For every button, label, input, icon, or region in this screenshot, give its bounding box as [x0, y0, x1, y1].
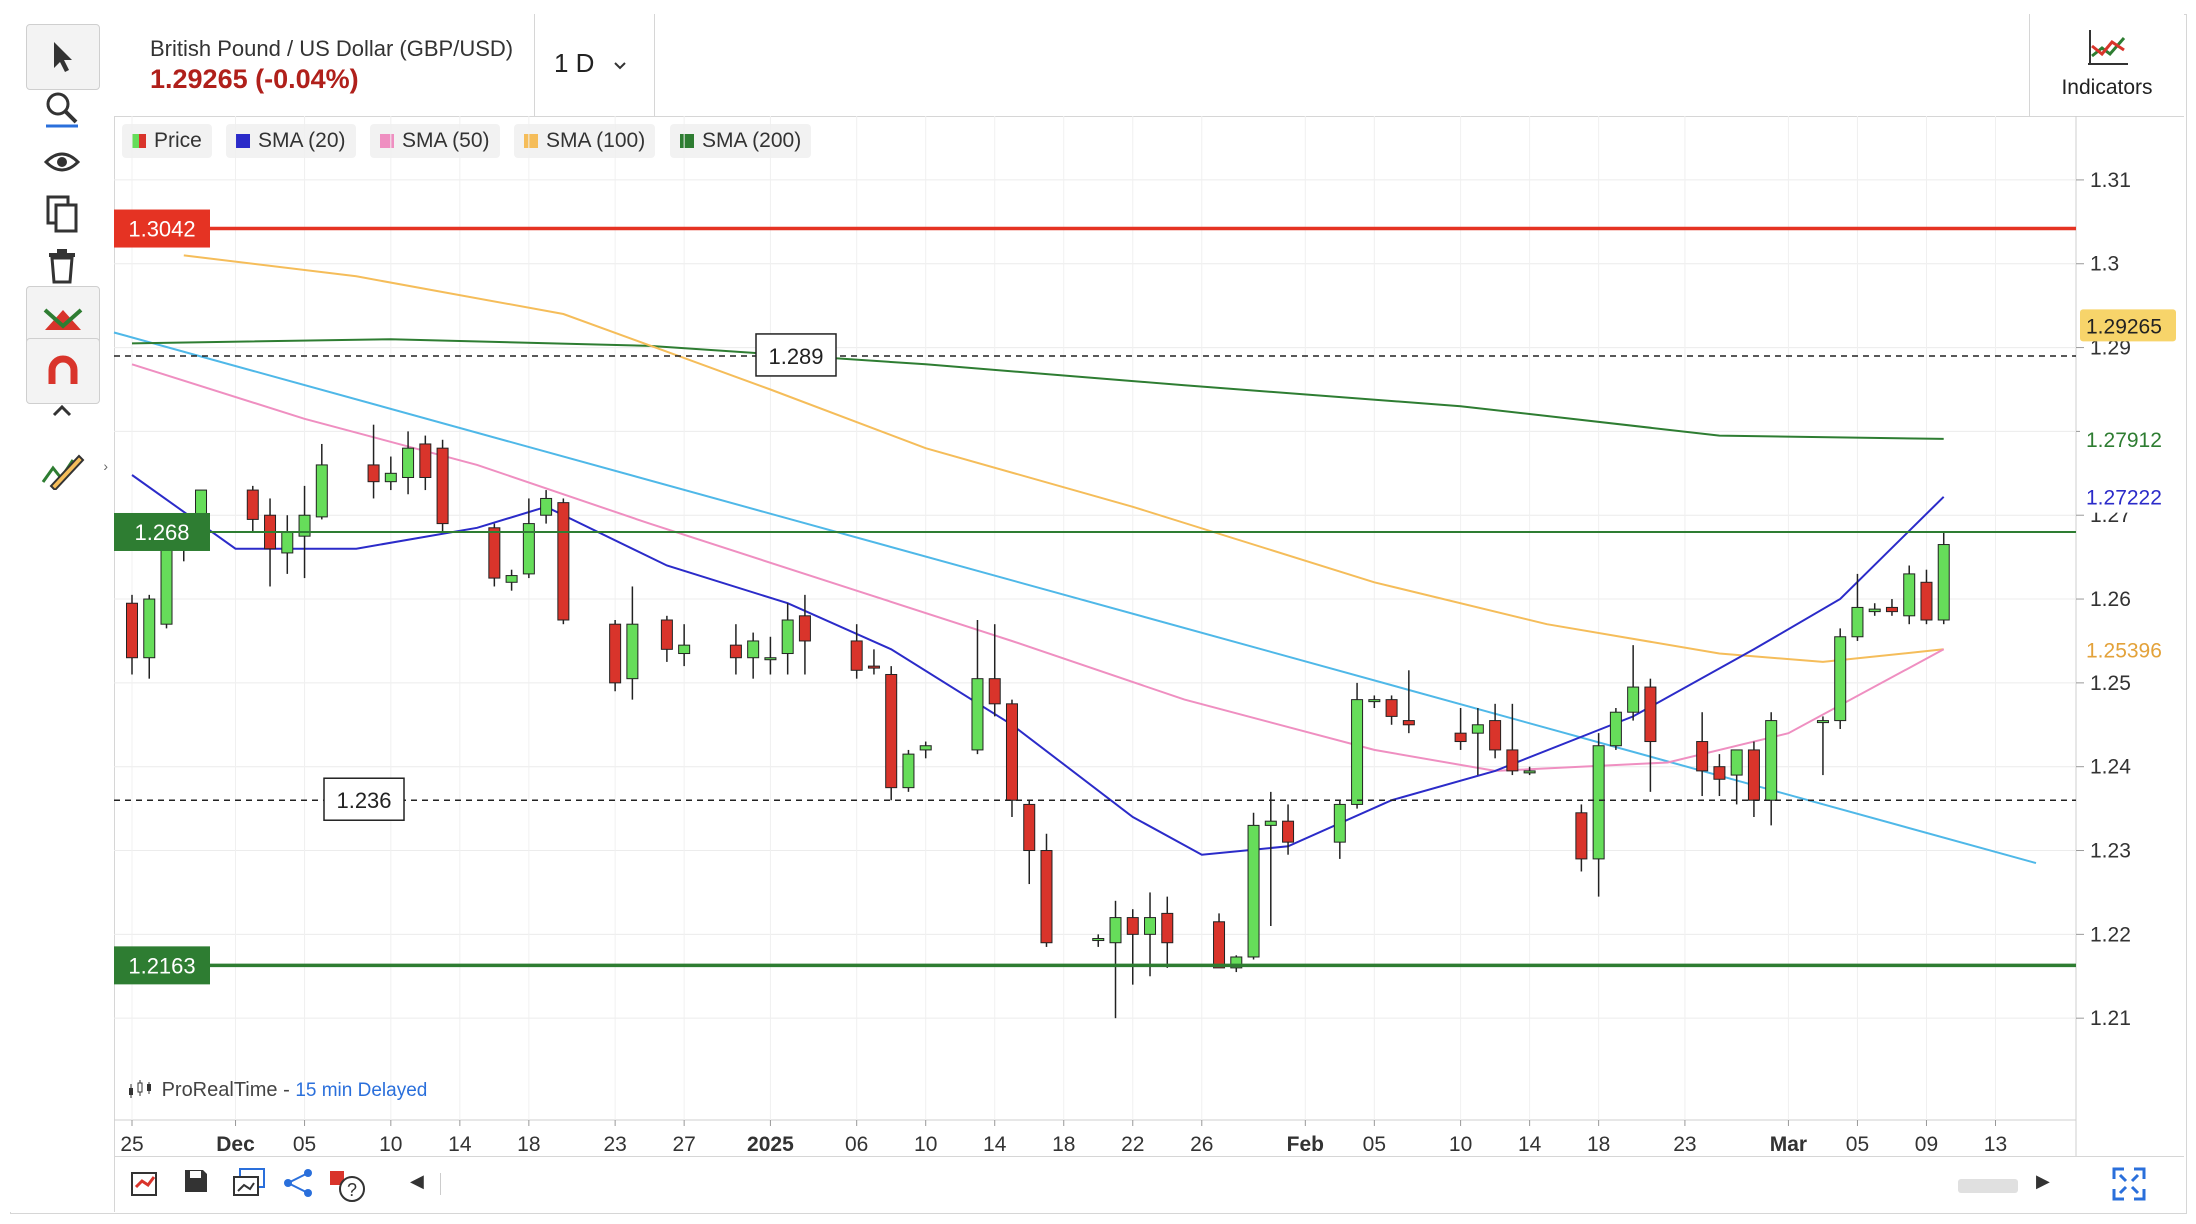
magnet-icon[interactable]	[26, 338, 100, 404]
save-icon[interactable]	[182, 1167, 210, 1203]
scroll-left-icon[interactable]: ◀	[410, 1171, 424, 1191]
indicators-button[interactable]: Indicators	[2029, 14, 2184, 116]
indicators-label: Indicators	[2061, 76, 2153, 99]
legend-sma-50[interactable]: SMA (50)	[370, 124, 500, 158]
price-change: 1.29265 (-0.04%)	[150, 64, 359, 94]
help-icon[interactable]: ?	[328, 1167, 368, 1211]
copy-icon[interactable]	[26, 182, 98, 246]
watermark: ProRealTime - 15 min Delayed	[126, 1078, 427, 1102]
bottom-toolbar: ? ◀ ▶	[114, 1156, 2184, 1213]
timeframe-label: 1 D	[554, 48, 595, 78]
legend-label: Price	[154, 129, 202, 152]
timeframe-selector[interactable]: 1 D	[554, 48, 628, 79]
legend-label: SMA (50)	[402, 129, 490, 152]
svg-text:?: ?	[347, 1180, 357, 1200]
chart-header: British Pound / US Dollar (GBP/USD) 1.29…	[114, 14, 2184, 117]
sma200-swatch-icon	[680, 134, 694, 148]
chart-frame	[10, 14, 2187, 1214]
share-icon[interactable]	[282, 1167, 314, 1207]
sma100-swatch-icon	[524, 134, 538, 148]
legend-label: SMA (20)	[258, 129, 346, 152]
candles-logo-icon	[129, 1080, 151, 1098]
fullscreen-icon[interactable]	[2112, 1167, 2146, 1209]
chevron-up-icon[interactable]	[26, 390, 98, 430]
header-divider	[534, 14, 535, 116]
indicators-icon	[2088, 30, 2128, 65]
legend-label: SMA (200)	[702, 129, 802, 152]
cursor-icon[interactable]	[26, 24, 100, 90]
scroll-right-icon[interactable]: ▶	[2036, 1171, 2050, 1191]
zoom-icon[interactable]	[26, 78, 98, 142]
legend-sma-200[interactable]: SMA (200)	[670, 124, 812, 158]
legend-sma-100[interactable]: SMA (100)	[514, 124, 656, 158]
restore-icon[interactable]	[128, 1167, 160, 1207]
left-toolbar: ›	[10, 14, 115, 1212]
chevron-down-icon	[613, 62, 626, 70]
watermark-source: ProRealTime -	[161, 1079, 290, 1101]
expand-arrow-icon[interactable]: ›	[103, 458, 108, 474]
sma50-swatch-icon	[380, 134, 394, 148]
instrument-name: British Pound / US Dollar (GBP/USD)	[150, 36, 514, 61]
trash-icon[interactable]	[26, 234, 98, 298]
scrollbar-thumb[interactable]	[1958, 1179, 2018, 1193]
layouts-icon[interactable]	[230, 1167, 268, 1209]
eye-icon[interactable]	[26, 130, 98, 194]
legend-sma-20[interactable]: SMA (20)	[226, 124, 356, 158]
sma20-swatch-icon	[236, 134, 250, 148]
watermark-delay: 15 min Delayed	[295, 1080, 428, 1101]
legend-price[interactable]: Price	[122, 124, 212, 158]
price-swatch-icon	[132, 134, 146, 148]
scroll-divider	[440, 1173, 441, 1195]
legend-label: SMA (100)	[546, 129, 646, 152]
pen-icon[interactable]	[26, 438, 98, 502]
header-divider	[654, 14, 655, 116]
